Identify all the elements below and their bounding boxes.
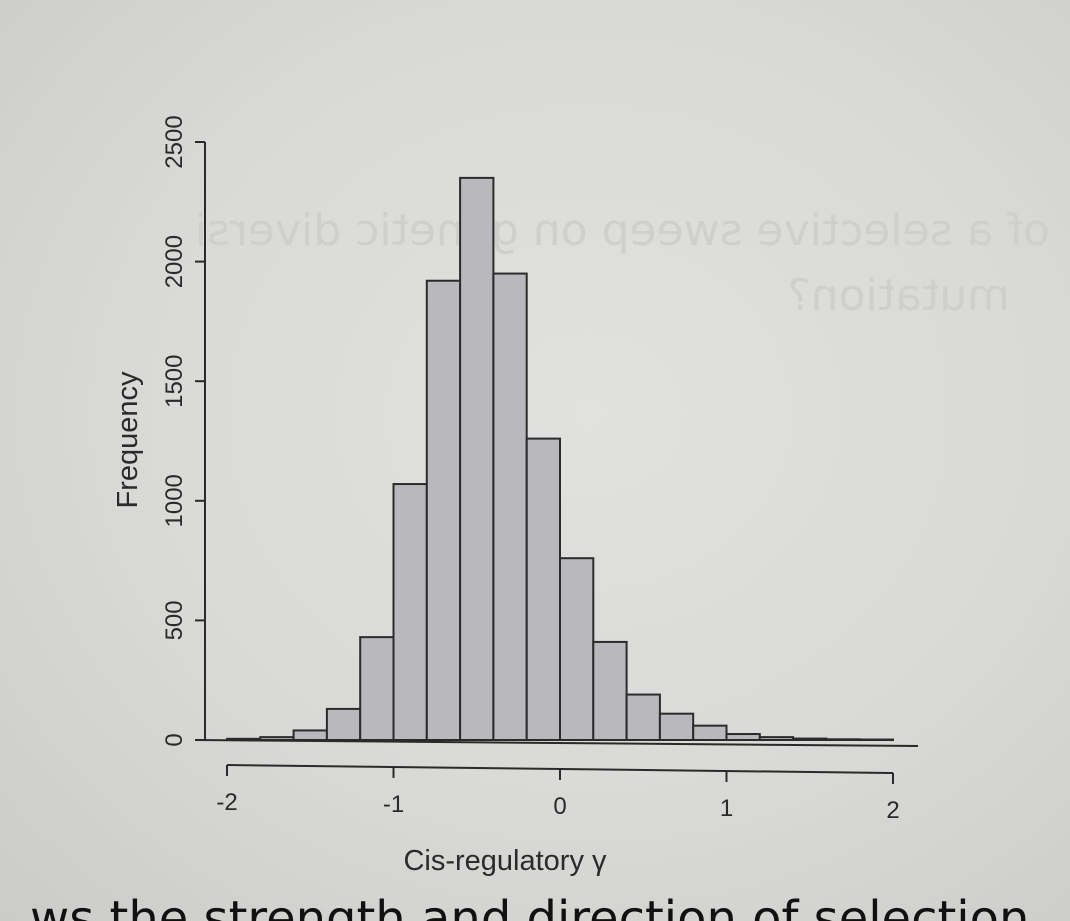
histogram-bar bbox=[492, 272, 528, 741]
x-tick-label: -1 bbox=[383, 791, 404, 818]
caption-partial: ws the strength and direction of selecti… bbox=[30, 891, 1029, 921]
histogram-bar bbox=[792, 737, 828, 742]
x-tick-label: 0 bbox=[553, 793, 566, 820]
y-tick-label: 500 bbox=[161, 600, 188, 640]
histogram-bar bbox=[359, 636, 395, 741]
histogram-bar bbox=[292, 729, 328, 742]
x-tick-label: 1 bbox=[720, 795, 733, 822]
histogram-bar bbox=[758, 736, 795, 741]
histogram-bar bbox=[392, 483, 428, 741]
y-tick-label: 2500 bbox=[161, 115, 188, 168]
histogram-bar bbox=[692, 724, 728, 742]
bleed-through-line-1: of a selective sweep on genetic diversi bbox=[195, 205, 1050, 256]
y-axis-title: Frequency bbox=[112, 371, 144, 509]
histogram-bar bbox=[725, 733, 761, 742]
x-axis-title: Cis-regulatory γ bbox=[403, 845, 607, 877]
histogram-bar bbox=[825, 738, 861, 742]
histogram-bar bbox=[459, 176, 495, 741]
y-tick-label: 0 bbox=[161, 733, 188, 746]
histogram-bar bbox=[592, 640, 628, 741]
histogram-bar bbox=[425, 279, 462, 741]
x-axis: -2 -1 0 1 2 bbox=[216, 764, 900, 824]
bleed-through-line-2: mutation? bbox=[787, 270, 1010, 321]
y-tick-label: 2000 bbox=[161, 235, 188, 288]
histogram-bar bbox=[559, 557, 595, 742]
y-tick-label: 1500 bbox=[161, 355, 188, 408]
bleed-through-text: of a selective sweep on genetic diversi … bbox=[195, 205, 1050, 321]
x-tick-label: -2 bbox=[216, 789, 237, 816]
histogram-bar bbox=[658, 712, 695, 741]
histogram-bar bbox=[525, 437, 562, 741]
histogram-bar bbox=[858, 738, 895, 742]
histogram-bar bbox=[325, 707, 362, 741]
histogram-bar bbox=[625, 693, 661, 741]
y-axis: 0 500 1000 1500 2000 2500 bbox=[161, 115, 206, 747]
histogram-bars bbox=[226, 176, 895, 742]
y-tick-label: 1000 bbox=[161, 474, 188, 527]
x-tick-label: 2 bbox=[886, 797, 899, 824]
zero-baseline bbox=[196, 739, 919, 747]
